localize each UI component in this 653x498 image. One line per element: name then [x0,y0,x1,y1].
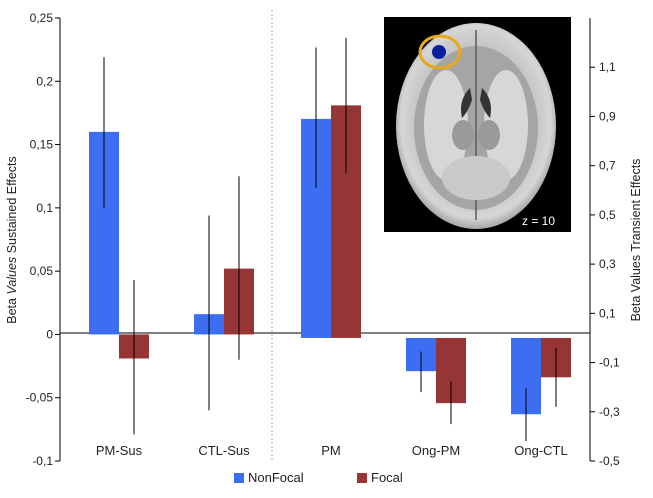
left-tick-label: 0,15 [30,138,54,152]
right-tick-label: 0,9 [599,109,616,123]
category-label: Ong-PM [412,443,460,458]
left-tick-label: -0,1 [32,454,53,468]
right-axis-ticks: 1,1 0,9 0,7 0,5 0,3 0,1 -0,1 -0,3 -0,5 [590,60,620,468]
left-tick-label: 0,2 [36,74,53,88]
legend-swatch-focal [357,473,367,483]
ventricle-right [480,88,491,118]
left-axis-label: Beta Values Sustained Effects [5,156,19,323]
brain-white-matter-right [484,70,528,180]
legend-label-nonfocal: NonFocal [248,470,304,485]
ventricle-left [461,88,472,118]
thalamus-right [478,120,500,150]
left-tick-label: 0,1 [36,201,53,215]
right-tick-label: 0,3 [599,257,616,271]
activation-spot [432,45,446,59]
left-tick-label: 0,25 [30,11,54,25]
left-axis-label-prefix: Beta [5,295,19,324]
right-axis-label: Beta Values Transient Effects [629,159,643,322]
left-axis-ticks: 0,25 0,2 0,15 0,1 0,05 0 -0,05 -0,1 [26,11,60,468]
left-tick-label: 0 [46,327,53,341]
posterior-region [442,156,510,200]
right-tick-label: 0,7 [599,159,616,173]
error-bars [103,37,557,442]
right-tick-label: 0,1 [599,306,616,320]
category-label: CTL-Sus [198,443,250,458]
right-tick-label: -0,3 [599,405,620,419]
left-tick-label: -0,05 [26,391,54,405]
right-tick-label: -0,5 [599,454,620,468]
legend-label-focal: Focal [371,470,403,485]
left-axis-label-italic: Values [5,257,19,295]
category-label: Ong-CTL [514,443,567,458]
brain-inset: z = 10 [384,17,571,232]
right-tick-label: 1,1 [599,60,616,74]
category-labels: PM-Sus CTL-Sus PM Ong-PM Ong-CTL [96,443,568,458]
highlight-ring [418,34,462,70]
legend-swatch-nonfocal [234,473,244,483]
right-tick-label: -0,1 [599,356,620,370]
thalamus-left [452,120,474,150]
category-label: PM-Sus [96,443,143,458]
legend: NonFocal Focal [234,470,403,485]
brain-white-matter-left [424,70,468,180]
category-label: PM [321,443,341,458]
left-axis-label-suffix: Sustained Effects [5,156,19,257]
inset-slice-label: z = 10 [522,214,555,228]
right-tick-label: 0,5 [599,208,616,222]
left-tick-label: 0,05 [30,264,54,278]
